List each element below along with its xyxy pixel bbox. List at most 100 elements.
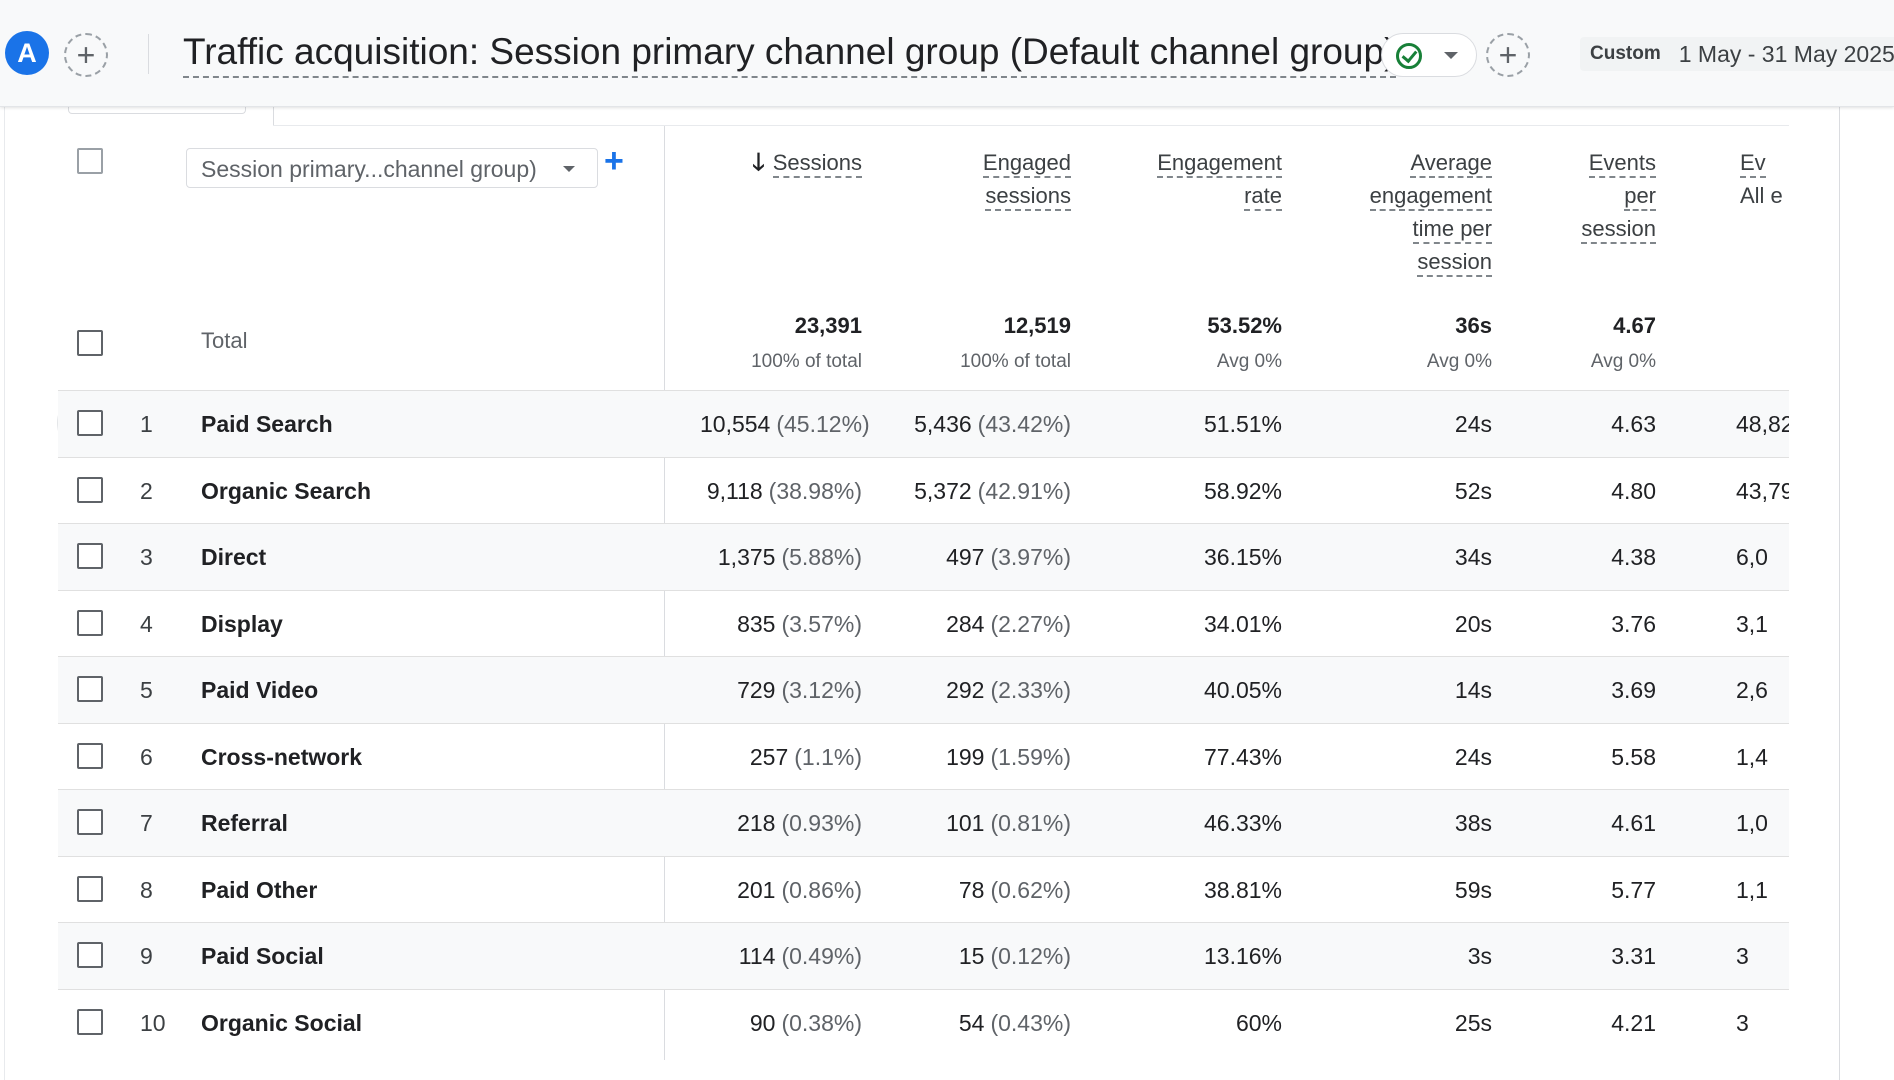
cell-events-per-session-value: 4.21 — [1611, 1009, 1656, 1036]
row-checkbox[interactable] — [77, 543, 103, 569]
row-checkbox[interactable] — [77, 1008, 103, 1035]
cell-engagement-rate-value: 34.01% — [1203, 610, 1282, 637]
total-rate: 53.52% — [1207, 313, 1282, 338]
row-checkbox[interactable] — [77, 942, 103, 968]
cell-engaged-sessions: 199 (1.59%) — [900, 744, 1071, 771]
column-header-event-count[interactable]: Ev All e — [1740, 150, 1783, 208]
chevron-down-icon — [1444, 52, 1458, 59]
column-header-engagement-rate[interactable]: Engagement rate — [1100, 146, 1282, 212]
row-channel-label[interactable]: Paid Social — [201, 943, 324, 969]
cell-event-count-value: 1,4 — [1736, 743, 1768, 770]
total-checkbox[interactable] — [77, 330, 103, 356]
table-row[interactable]: 2 Organic Search 9,118 (38.98%) 5,372 (42.91%… — [58, 456, 1789, 524]
report-status-button[interactable] — [1381, 33, 1477, 77]
table-row[interactable]: 10 Organic Social 90 (0.38%) 54 (0.43%) 60% 25s… — [58, 988, 1789, 1056]
cell-engaged-sessions-percent: (0.81%) — [990, 810, 1071, 836]
cell-sessions: 835 (3.57%) — [700, 611, 862, 638]
column-header-avg-engagement-time[interactable]: Average engagement time per session — [1320, 146, 1492, 278]
cell-engagement-rate-value: 58.92% — [1203, 477, 1282, 504]
cell-avg-engagement-time: 24s — [1320, 744, 1492, 771]
cell-event-count: 48,82 — [1736, 411, 1789, 438]
row-checkbox[interactable] — [77, 742, 103, 769]
cell-engagement-rate-value: 13.16% — [1203, 943, 1282, 969]
total-sessions: 23,391 — [794, 313, 862, 338]
comparison-avatar[interactable]: A — [5, 31, 49, 75]
row-checkbox[interactable] — [77, 809, 103, 835]
cell-avg-engagement-time: 20s — [1320, 611, 1492, 638]
table-row[interactable]: 9 Paid Social 114 (0.49%) 15 (0.12%) 13.16% 3s 3… — [58, 922, 1789, 989]
row-checkbox[interactable] — [77, 609, 103, 636]
row-channel-label[interactable]: Organic Social — [201, 1009, 363, 1036]
row-checkbox[interactable] — [77, 875, 103, 902]
row-checkbox[interactable] — [77, 476, 103, 503]
cell-sessions-percent: (38.98%) — [768, 477, 862, 504]
date-range-picker[interactable]: Custom 1 May - 31 May 2025 — [1580, 37, 1894, 71]
cell-events-per-session: 5.58 — [1520, 744, 1656, 771]
card-right-border — [1839, 106, 1840, 1080]
cell-events-per-session: 3.69 — [1520, 677, 1656, 704]
cell-events-per-session-value: 3.69 — [1611, 677, 1656, 703]
cell-event-count: 3,1 — [1736, 611, 1789, 638]
row-channel-label[interactable]: Paid Other — [201, 876, 318, 903]
cell-events-per-session-value: 4.80 — [1611, 477, 1656, 504]
cell-event-count-value: 6,0 — [1736, 544, 1768, 570]
row-checkbox[interactable] — [77, 676, 103, 702]
table-row[interactable]: 1 Paid Search 10,554 (45.12%) 5,436 (43.42%) 5… — [58, 390, 1789, 457]
table-row[interactable]: 3 Direct 1,375 (5.88%) 497 (3.97%) 36.15% 34s 4.… — [58, 523, 1789, 590]
column-header-engaged-sessions[interactable]: Engaged sessions — [900, 146, 1071, 212]
cell-sessions-value: 1,375 — [717, 544, 776, 570]
dimension-divider — [664, 126, 665, 1060]
table-row[interactable]: 7 Referral 218 (0.93%) 101 (0.81%) 46.33% 38s 4.… — [58, 789, 1789, 856]
cell-avg-engagement-time: 3s — [1320, 943, 1492, 970]
row-channel-label[interactable]: Referral — [201, 810, 288, 836]
table-row[interactable]: 5 Paid Video 729 (3.12%) 292 (2.33%) 40.05% 14s… — [58, 656, 1789, 723]
total-time: 36s — [1455, 313, 1492, 338]
cell-sessions-value: 257 — [749, 743, 789, 770]
cell-event-count-value: 48,82 — [1736, 411, 1789, 437]
cell-avg-engagement-time-value: 24s — [1454, 411, 1492, 437]
row-channel-label[interactable]: Paid Search — [201, 411, 333, 437]
total-events-sub: Avg 0% — [1590, 351, 1656, 372]
cell-engagement-rate-value: 38.81% — [1203, 876, 1282, 903]
add-comparison-button[interactable]: + — [64, 33, 108, 77]
row-channel-label[interactable]: Cross-network — [201, 743, 363, 770]
dimension-dropdown[interactable]: Session primary...channel group) — [186, 148, 598, 188]
divider — [148, 34, 149, 74]
cell-engagement-rate: 13.16% — [1100, 943, 1282, 970]
cell-sessions-percent: (3.12%) — [781, 677, 862, 703]
cell-engaged-sessions-value: 497 — [946, 544, 985, 570]
row-channel-label[interactable]: Organic Search — [201, 477, 372, 504]
page-title[interactable]: Traffic acquisition: Session primary cha… — [183, 30, 1397, 78]
table-row[interactable]: 4 Display 835 (3.57%) 284 (2.27%) 34.01% 20s 3.7… — [58, 589, 1789, 657]
add-dimension-icon[interactable]: + — [604, 142, 624, 180]
cell-engagement-rate: 40.05% — [1100, 677, 1282, 704]
select-all-checkbox[interactable] — [77, 148, 103, 174]
cell-event-count-value: 3,1 — [1736, 610, 1768, 637]
cell-sessions: 10,554 (45.12%) — [700, 411, 870, 438]
column-header-sessions[interactable]: 🡓 Sessions — [700, 146, 862, 179]
row-number: 2 — [140, 477, 153, 504]
row-channel-label[interactable]: Display — [201, 610, 283, 637]
cell-engagement-rate: 38.81% — [1100, 877, 1282, 904]
row-number: 7 — [140, 810, 153, 836]
cell-engagement-rate: 46.33% — [1100, 810, 1282, 837]
cell-event-count: 1,4 — [1736, 744, 1789, 771]
row-number: 5 — [140, 677, 153, 703]
table-row[interactable]: 6 Cross-network 257 (1.1%) 199 (1.59%) 77.43% 2… — [58, 722, 1789, 790]
cell-events-per-session: 4.38 — [1520, 544, 1656, 571]
cell-sessions-value: 114 — [738, 943, 776, 969]
row-channel-label[interactable]: Paid Video — [201, 677, 319, 703]
cell-avg-engagement-time-value: 59s — [1454, 876, 1492, 903]
cell-avg-engagement-time: 34s — [1320, 544, 1492, 571]
row-checkbox[interactable] — [77, 410, 103, 436]
row-channel-label[interactable]: Direct — [201, 544, 267, 570]
cell-events-per-session-value: 3.76 — [1611, 610, 1656, 637]
add-card-button[interactable]: + — [1486, 33, 1530, 77]
total-time-sub: Avg 0% — [1426, 351, 1492, 372]
table-row[interactable]: 8 Paid Other 201 (0.86%) 78 (0.62%) 38.81% 59s 5… — [58, 855, 1789, 923]
cell-avg-engagement-time-value: 14s — [1454, 677, 1492, 703]
column-header-events-per-session[interactable]: Events per session — [1520, 146, 1656, 245]
cell-engagement-rate: 58.92% — [1100, 478, 1282, 505]
cell-engaged-sessions: 5,436 (43.42%) — [900, 411, 1071, 438]
cell-events-per-session: 4.21 — [1520, 1010, 1656, 1037]
